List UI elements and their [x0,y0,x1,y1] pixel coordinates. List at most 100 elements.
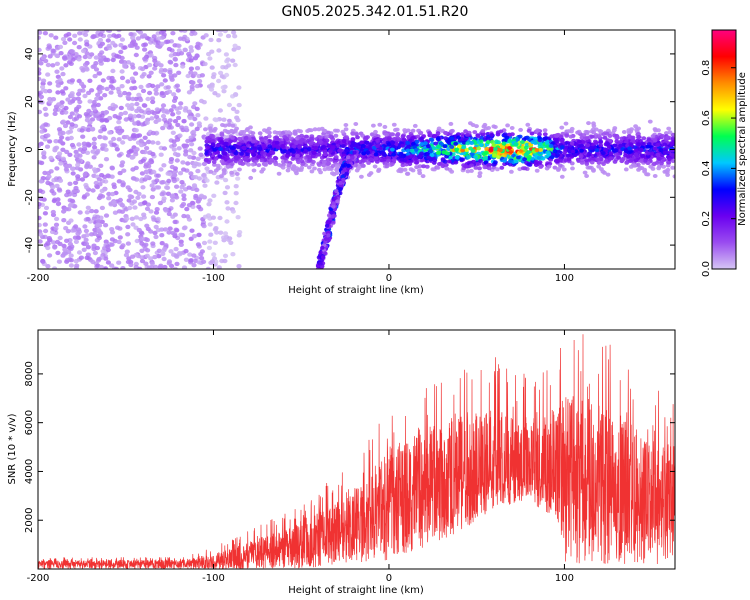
snr-xlabel: Height of straight line (km) [288,585,424,596]
spectrogram-cell [396,168,402,173]
spectrogram-cell [127,205,133,211]
spectrogram-cell [73,185,79,191]
spectrogram-cell [85,141,91,147]
spectrogram-cell [265,148,271,153]
spectrogram-cell [442,144,448,149]
spectrogram-cell [99,205,105,211]
spectrogram-cell [99,194,106,199]
spectrogram-cell [70,171,76,176]
spectrogram-cell [212,91,218,96]
spectrogram-cell [202,61,208,67]
spectrogram-cell [166,178,172,184]
spectrogram-cell [605,172,611,177]
spectrogram-cell [170,193,176,198]
spectrogram-cell [350,131,356,136]
spectrogram-cell [309,169,315,174]
spectrogram-cell [80,149,86,154]
spectrogram-cell [188,48,194,53]
spectrogram-cell [428,157,434,162]
spectrogram-cell [142,42,148,47]
spectrogram-cell [648,164,654,169]
spectrogram-cell [38,179,44,184]
spectrogram-cell [74,165,80,171]
spectrogram-cell [658,148,664,153]
y-tick-label: 2000 [24,507,35,532]
spectrogram-cell [352,150,357,155]
spectrogram-cell [69,166,76,171]
spectrogram-cell [222,190,228,196]
spectrogram-cell [80,88,86,93]
spectrogram-cell [322,231,327,236]
spectrogram-cell [129,76,135,81]
spectrogram-cell [229,170,235,175]
colorbar-gradient [712,30,736,269]
spectrogram-cell [67,100,73,105]
spectrogram-cell [399,157,405,162]
spectrogram-cell [527,155,532,159]
spectrogram-cell [53,226,59,231]
spectrogram-cell [118,111,124,117]
spectrogram-cell [146,110,152,116]
spectrogram-cell [230,252,236,257]
spectrogram-cell [107,105,113,111]
spectrogram-cell [404,171,410,176]
spectrogram-cell [116,260,122,265]
spectrogram-cell [170,230,176,236]
spectrogram-cell [133,128,139,133]
spectrogram-cell [308,128,314,133]
spectrogram-cell [625,154,631,159]
spectrogram-cell [85,161,91,166]
spectrogram-cell [565,153,571,158]
spectrogram-cell [99,219,105,224]
spectrogram-cell [450,128,455,133]
spectrogram-cell [190,201,196,206]
spectrogram-cell [418,130,424,135]
spectrogram-cell [67,37,73,42]
spectrogram-cell [179,184,185,190]
spectrogram-cell [300,162,305,167]
spectrogram-cell [209,49,215,54]
spectrogram-cell [68,263,74,268]
spectrogram-cell [38,232,44,237]
spectrogram-cell [218,147,223,152]
spectrogram-cell [124,134,130,140]
spectrogram-cell [410,128,416,133]
y-tick-label: 4000 [24,459,35,484]
spectrogram-cell [163,208,169,213]
spectrogram-cell [67,152,73,157]
spectrogram-cell [89,232,95,237]
spectrogram-cell [110,102,116,108]
spectrogram-cell [448,155,453,160]
spectrogram-cell [97,52,103,57]
spectrogram-cell [589,145,594,150]
spectrogram-cell [215,166,221,171]
spectrogram-cell [318,135,324,140]
spectrogram-cell [585,130,590,134]
spectrogram-cell [201,223,207,229]
spectrogram-cell [103,239,109,244]
spectrogram-cell [136,113,142,119]
spectrogram-cell [257,146,263,151]
spectrogram-cell [318,261,323,266]
spectrogram-cell [645,154,651,159]
spectrogram-cell [205,145,210,150]
spectrogram-cell [212,240,218,245]
spectrogram-cell [340,129,346,134]
spectrogram-cell [652,146,658,151]
spectrogram-cell [653,128,658,133]
spectrogram-cell [158,167,164,172]
spectrogram-cell [145,202,151,207]
spectrogram-cell [188,148,194,153]
spectrogram-cell [149,261,155,266]
spectrogram-cell [297,145,302,150]
spectrogram-cell [489,132,495,137]
spectrogram-cell [91,141,97,146]
spectrogram-cell [524,151,530,156]
spectrogram-cell [250,162,256,167]
spectrogram-cell [292,129,298,134]
spectrogram-cell [647,119,653,124]
spectrogram-cell [45,245,51,251]
spectrogram-cell [63,86,69,91]
spectrogram-cell [408,167,414,172]
spectrogram-cell [372,164,378,169]
